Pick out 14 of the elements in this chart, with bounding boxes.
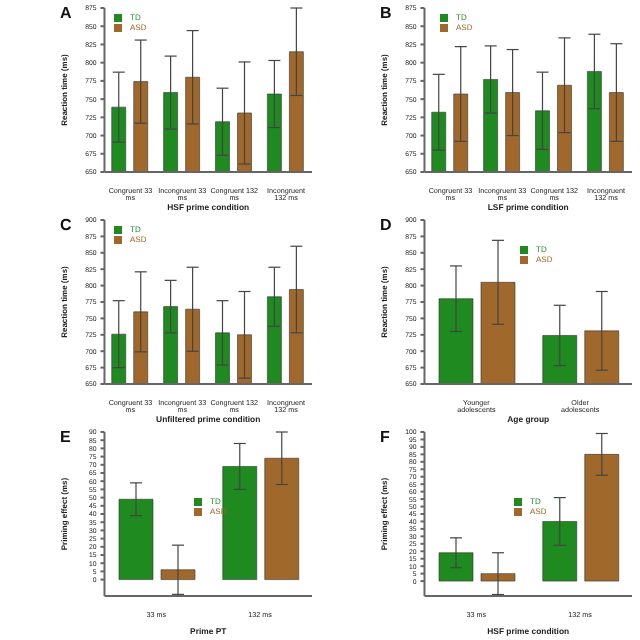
bar [480, 573, 516, 582]
chart-title: D [380, 216, 392, 234]
chart-title: A [60, 4, 72, 22]
bar [222, 466, 258, 580]
chart-title: B [380, 4, 392, 22]
bar [118, 498, 154, 580]
chart-title: E [60, 428, 71, 446]
bar [438, 552, 474, 582]
chart-title: C [60, 216, 72, 234]
bar [542, 521, 578, 582]
bar [160, 569, 196, 580]
chart-title: F [380, 428, 390, 446]
bar [264, 457, 300, 580]
bar [584, 454, 620, 582]
